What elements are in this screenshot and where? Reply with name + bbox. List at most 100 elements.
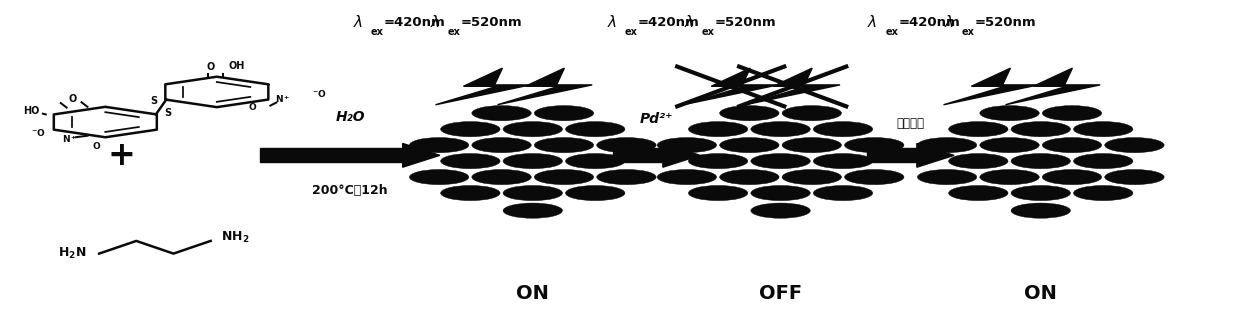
Polygon shape [917,143,954,167]
Circle shape [534,138,593,153]
Circle shape [1042,106,1101,121]
Circle shape [565,121,624,137]
Circle shape [720,170,779,185]
Circle shape [1073,153,1132,169]
Text: ex: ex [624,27,638,37]
Circle shape [751,121,810,137]
Text: ex: ex [701,27,715,37]
Polygon shape [1005,68,1100,105]
Circle shape [917,138,976,153]
Circle shape [813,121,872,137]
Text: ex: ex [372,27,384,37]
Circle shape [949,121,1009,137]
Circle shape [720,106,779,121]
Circle shape [949,153,1009,169]
Text: S: S [150,96,157,106]
Circle shape [980,138,1040,153]
Circle shape [441,153,501,169]
Circle shape [1105,138,1165,153]
Bar [260,148,403,162]
Circle shape [534,106,593,121]
Text: ON: ON [1025,284,1057,303]
Text: O: O [68,94,77,104]
Circle shape [534,170,593,185]
Bar [867,148,917,162]
Text: HO: HO [24,107,40,116]
Circle shape [657,138,716,153]
Circle shape [1011,153,1070,169]
Circle shape [751,153,810,169]
Text: OH: OH [229,61,245,71]
Text: $\mathbf{H_2N}$: $\mathbf{H_2N}$ [58,246,87,261]
Text: Pd²⁺: Pd²⁺ [639,112,674,126]
Text: S: S [165,108,172,118]
Circle shape [689,121,748,137]
Text: ON: ON [517,284,549,303]
Circle shape [503,185,563,201]
Text: O: O [249,103,256,112]
Text: $\mathbf{NH_2}$: $\mathbf{NH_2}$ [221,230,249,245]
Circle shape [813,185,872,201]
Text: OFF: OFF [760,284,802,303]
Circle shape [782,170,841,185]
Text: $\mathbf{^{-}O}$: $\mathbf{^{-}O}$ [31,127,46,138]
Circle shape [565,185,624,201]
Circle shape [472,170,532,185]
Circle shape [1073,121,1132,137]
Circle shape [813,153,872,169]
Text: O: O [207,62,216,72]
Text: =420nm: =420nm [638,16,700,29]
Circle shape [472,138,532,153]
Circle shape [409,138,468,153]
Text: $\mathbf{N^+}$: $\mathbf{N^+}$ [275,94,290,105]
Polygon shape [746,68,840,105]
Circle shape [657,170,716,185]
Text: =420nm: =420nm [898,16,960,29]
Text: =520nm: =520nm [715,16,777,29]
Circle shape [949,185,1009,201]
Text: ex: ex [961,27,975,37]
Circle shape [472,106,532,121]
Polygon shape [684,68,778,105]
Circle shape [751,185,810,201]
Polygon shape [403,143,440,167]
Bar [613,148,663,162]
Text: $\mathbf{N^+}$: $\mathbf{N^+}$ [62,133,77,145]
Circle shape [1042,170,1101,185]
Circle shape [1105,170,1165,185]
Circle shape [503,153,563,169]
Circle shape [980,106,1040,121]
Text: $\mathbf{^{-}O}$: $\mathbf{^{-}O}$ [312,88,327,99]
Circle shape [782,138,841,153]
Circle shape [1073,185,1132,201]
Text: $\lambda$: $\lambda$ [353,14,363,30]
Text: =520nm: =520nm [975,16,1037,29]
Circle shape [441,185,501,201]
Polygon shape [436,68,530,105]
Circle shape [782,106,841,121]
Circle shape [1042,138,1101,153]
Circle shape [597,170,657,185]
Text: 半胱氨酸: 半胱氨酸 [897,117,924,130]
Circle shape [1011,203,1070,218]
Text: $\lambda$: $\lambda$ [684,14,694,30]
Circle shape [441,121,501,137]
Circle shape [1011,185,1070,201]
Circle shape [751,203,810,218]
Circle shape [845,138,904,153]
Text: $\lambda$: $\lambda$ [867,14,877,30]
Circle shape [565,153,624,169]
Text: =420nm: =420nm [384,16,446,29]
Circle shape [597,138,657,153]
Text: $\lambda$: $\lambda$ [607,14,617,30]
Circle shape [1011,121,1070,137]
Polygon shape [663,143,700,167]
Circle shape [689,185,748,201]
Circle shape [720,138,779,153]
Text: H₂O: H₂O [336,110,364,124]
Text: ex: ex [449,27,461,37]
Text: O: O [93,142,100,151]
Circle shape [845,170,904,185]
Circle shape [917,170,976,185]
Text: ex: ex [885,27,898,37]
